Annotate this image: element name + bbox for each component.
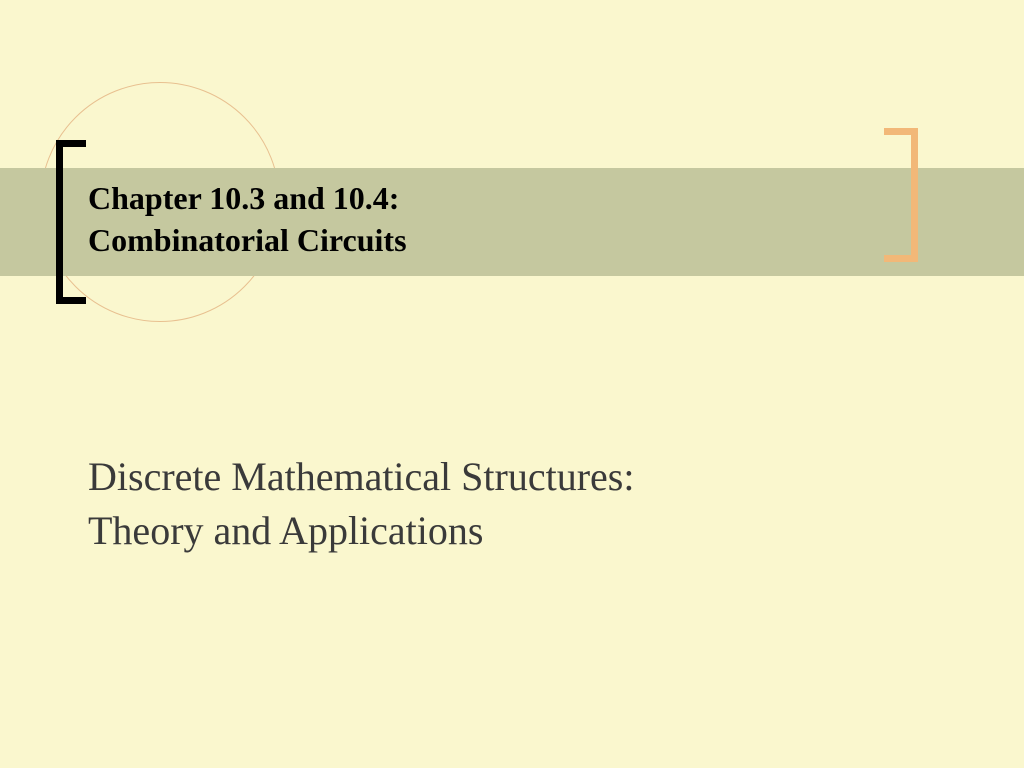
right-bracket	[884, 128, 918, 262]
slide-subtitle: Discrete Mathematical Structures: Theory…	[88, 450, 634, 558]
title-line-1: Chapter 10.3 and 10.4:	[88, 178, 407, 220]
subtitle-line-2: Theory and Applications	[88, 504, 634, 558]
left-bracket	[56, 140, 86, 304]
subtitle-line-1: Discrete Mathematical Structures:	[88, 450, 634, 504]
title-line-2: Combinatorial Circuits	[88, 220, 407, 262]
slide-title: Chapter 10.3 and 10.4: Combinatorial Cir…	[88, 178, 407, 261]
